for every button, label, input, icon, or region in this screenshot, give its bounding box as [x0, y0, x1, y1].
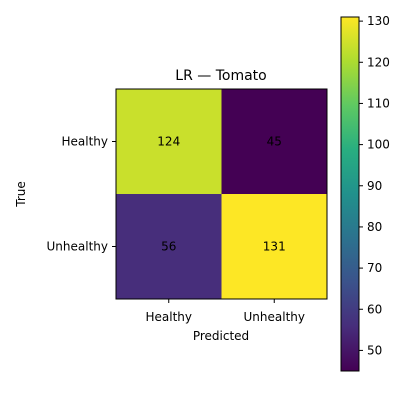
colorbar-tick-label: 50 — [367, 343, 382, 357]
heatmap-cell — [116, 194, 222, 299]
x-axis-ticks: Healthy Unhealthy — [145, 299, 305, 324]
colorbar-tick-label: 130 — [367, 14, 390, 28]
colorbar-tick-label: 60 — [367, 302, 382, 316]
chart-title: LR — Tomato — [175, 68, 266, 84]
colorbar-frame — [340, 16, 360, 372]
colorbar-tick-label: 110 — [367, 96, 390, 110]
y-tick-label: Healthy — [61, 135, 108, 149]
colorbar-tick-label: 100 — [367, 138, 390, 152]
cell-value-label: 56 — [161, 240, 176, 254]
heatmap-cell — [221, 89, 327, 194]
heatmap-cells — [116, 89, 327, 299]
heatmap-cell — [116, 89, 222, 194]
colorbar-tick-label: 120 — [367, 55, 390, 69]
cell-value-label: 124 — [157, 135, 180, 149]
colorbar-ticks: 50 60 70 80 90 100 110 120 130 — [359, 14, 390, 357]
x-axis-label: Predicted — [193, 329, 249, 343]
colorbar-tick-label: 90 — [367, 179, 382, 193]
x-tick-label: Unhealthy — [244, 310, 305, 324]
cell-value-label: 45 — [267, 135, 282, 149]
x-tick-label: Healthy — [145, 310, 192, 324]
colorbar: 50 60 70 80 90 100 110 120 130 — [340, 14, 390, 372]
plot-frame — [115, 88, 328, 300]
y-axis-label: True — [14, 181, 28, 208]
colorbar-tick-label: 70 — [367, 261, 382, 275]
colorbar-tick-label: 80 — [367, 220, 382, 234]
y-axis-ticks: Healthy Unhealthy — [47, 135, 116, 254]
y-tick-label: Unhealthy — [47, 240, 108, 254]
colorbar-gradient — [341, 17, 359, 371]
heatmap-cell — [221, 194, 327, 299]
heatmap-cell-labels: 124 45 56 131 — [157, 135, 285, 254]
cell-value-label: 131 — [263, 240, 286, 254]
